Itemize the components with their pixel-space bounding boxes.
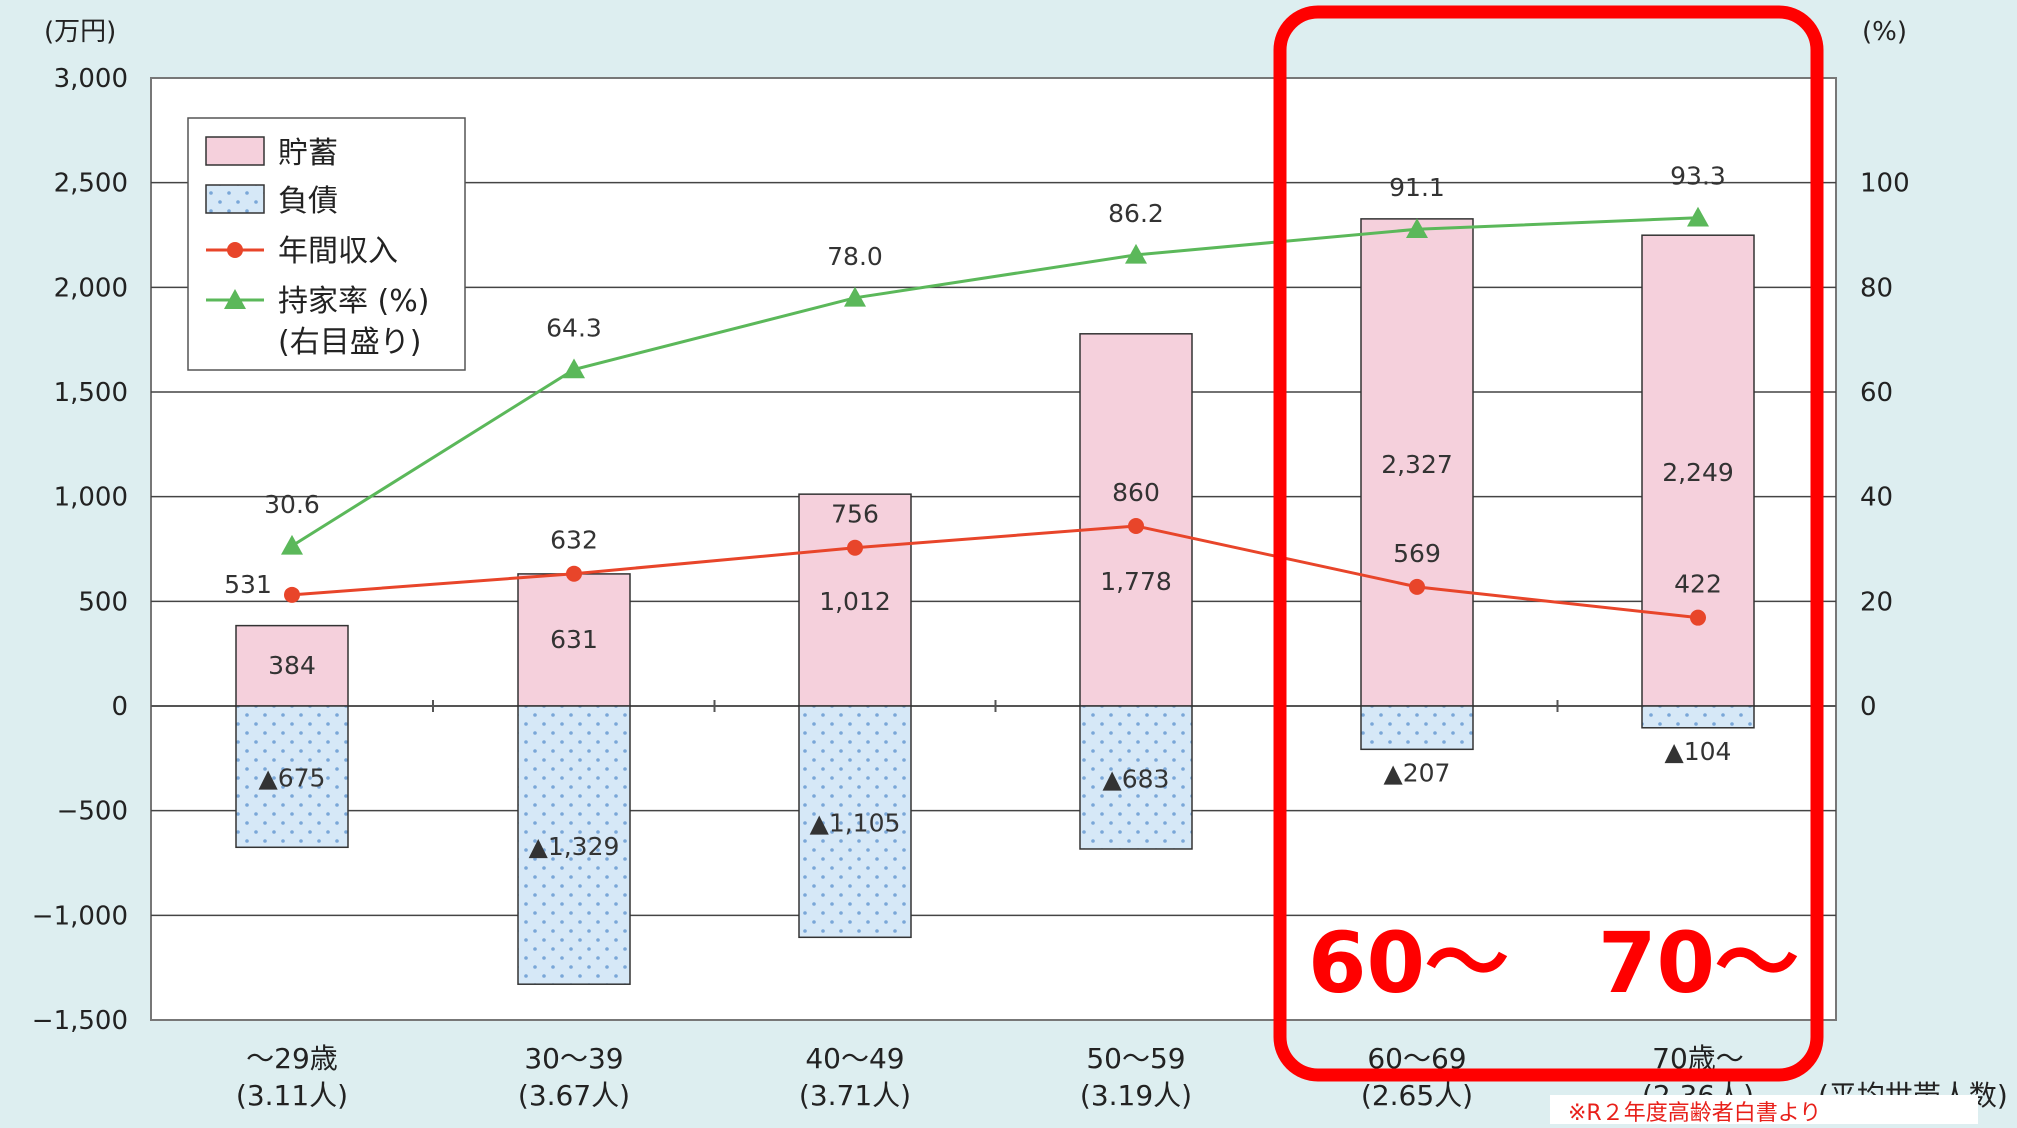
debt-bar bbox=[798, 705, 912, 939]
debt-data-label: ▲104 bbox=[1665, 737, 1732, 766]
income-point bbox=[566, 565, 582, 582]
legend-item-label: 貯蓄 bbox=[278, 136, 338, 171]
ownership-point bbox=[1406, 218, 1428, 239]
x-category-label: 40～49 bbox=[805, 1042, 904, 1075]
x-category-label: 30～39 bbox=[524, 1042, 623, 1075]
debt-bar bbox=[1360, 705, 1474, 751]
legend-item-label: 持家率 (%) bbox=[278, 284, 429, 319]
income-data-label: 531 bbox=[224, 570, 272, 599]
savings-data-label: 384 bbox=[268, 651, 316, 680]
x-category-sub: (3.67人) bbox=[518, 1079, 630, 1112]
income-point bbox=[1409, 578, 1425, 595]
savings-data-label: 2,249 bbox=[1662, 458, 1734, 487]
legend-marker-income bbox=[227, 242, 243, 258]
y-left-tick: 1,000 bbox=[54, 483, 128, 513]
x-category-sub: (3.11人) bbox=[236, 1079, 348, 1112]
income-data-label: 422 bbox=[1674, 570, 1722, 599]
income-data-label: 632 bbox=[550, 526, 598, 555]
overlay-label-70: 70～ bbox=[1598, 914, 1799, 1012]
y-left-tick: −1,500 bbox=[32, 1006, 128, 1036]
income-line bbox=[291, 524, 1699, 620]
debt-bar bbox=[1079, 705, 1193, 850]
x-category-label: ～29歳 bbox=[246, 1042, 338, 1075]
y-left-label: (万円) bbox=[44, 17, 116, 47]
x-category-sub: (2.65人) bbox=[1361, 1079, 1473, 1112]
ownership-point bbox=[563, 358, 585, 379]
ownership-data-label: 78.0 bbox=[827, 242, 883, 271]
y-left-tick: −500 bbox=[57, 797, 128, 827]
ownership-point bbox=[1687, 206, 1709, 227]
income-data-label: 756 bbox=[831, 500, 879, 529]
y-right-tick: 100 bbox=[1860, 169, 1910, 199]
y-right-label: (%) bbox=[1862, 17, 1907, 47]
x-category-label: 50～59 bbox=[1086, 1042, 1185, 1075]
debt-data-label: ▲683 bbox=[1103, 764, 1170, 793]
ownership-data-label: 64.3 bbox=[546, 313, 602, 342]
income-point bbox=[284, 586, 300, 603]
y-left-tick: 0 bbox=[111, 692, 128, 722]
savings-data-label: 1,012 bbox=[819, 587, 891, 616]
legend-marker-ownership bbox=[224, 289, 246, 309]
ownership-point bbox=[1125, 243, 1147, 264]
income-point bbox=[1128, 517, 1144, 534]
debt-data-label: ▲1,105 bbox=[810, 809, 901, 838]
ownership-data-label: 93.3 bbox=[1670, 162, 1726, 191]
y-left-tick: 2,000 bbox=[54, 273, 128, 303]
income-point bbox=[1690, 609, 1706, 626]
legend-swatch-savings bbox=[205, 136, 265, 166]
y-left-tick: 2,500 bbox=[54, 169, 128, 199]
savings-data-label: 2,327 bbox=[1381, 450, 1453, 479]
income-data-label: 860 bbox=[1112, 478, 1160, 507]
y-right-tick: 0 bbox=[1860, 692, 1877, 722]
legend-extra-label: (右目盛り) bbox=[278, 325, 421, 360]
y-left-tick: 500 bbox=[78, 587, 128, 617]
y-right-tick: 80 bbox=[1860, 273, 1893, 303]
legend-item-label: 年間収入 bbox=[278, 234, 398, 269]
ownership-line bbox=[291, 216, 1699, 548]
legend-item-label: 負債 bbox=[278, 184, 338, 219]
y-left-tick: −1,000 bbox=[32, 901, 128, 931]
income-data-label: 569 bbox=[1393, 539, 1441, 568]
overlay-label-60: 60～ bbox=[1308, 914, 1509, 1012]
note-background bbox=[1550, 1095, 1978, 1124]
debt-data-label: ▲1,329 bbox=[529, 832, 620, 861]
savings-bar bbox=[1641, 234, 1755, 707]
ownership-point bbox=[844, 286, 866, 307]
y-right-tick: 60 bbox=[1860, 378, 1893, 408]
income-point bbox=[847, 539, 863, 556]
y-right-tick: 40 bbox=[1860, 483, 1893, 513]
ownership-point bbox=[281, 534, 303, 555]
y-left-tick: 3,000 bbox=[54, 64, 128, 94]
ownership-data-label: 86.2 bbox=[1108, 199, 1164, 228]
highlight-box bbox=[1273, 5, 1824, 1082]
savings-bar bbox=[1360, 218, 1474, 707]
debt-data-label: ▲207 bbox=[1384, 758, 1451, 787]
debt-bar bbox=[235, 705, 349, 849]
ownership-data-label: 30.6 bbox=[264, 490, 320, 519]
debt-bar bbox=[1641, 705, 1755, 729]
debt-bar bbox=[517, 705, 631, 985]
ownership-data-label: 91.1 bbox=[1389, 173, 1445, 202]
x-category-sub: (3.19人) bbox=[1080, 1079, 1192, 1112]
y-right-tick: 20 bbox=[1860, 587, 1893, 617]
debt-data-label: ▲675 bbox=[259, 764, 326, 793]
source-note: ※R２年度高齢者白書より bbox=[1568, 1101, 1821, 1124]
legend-swatch-debt bbox=[205, 184, 265, 214]
savings-data-label: 631 bbox=[550, 625, 598, 654]
savings-data-label: 1,778 bbox=[1100, 567, 1172, 596]
y-left-tick: 1,500 bbox=[54, 378, 128, 408]
x-category-sub: (3.71人) bbox=[799, 1079, 911, 1112]
